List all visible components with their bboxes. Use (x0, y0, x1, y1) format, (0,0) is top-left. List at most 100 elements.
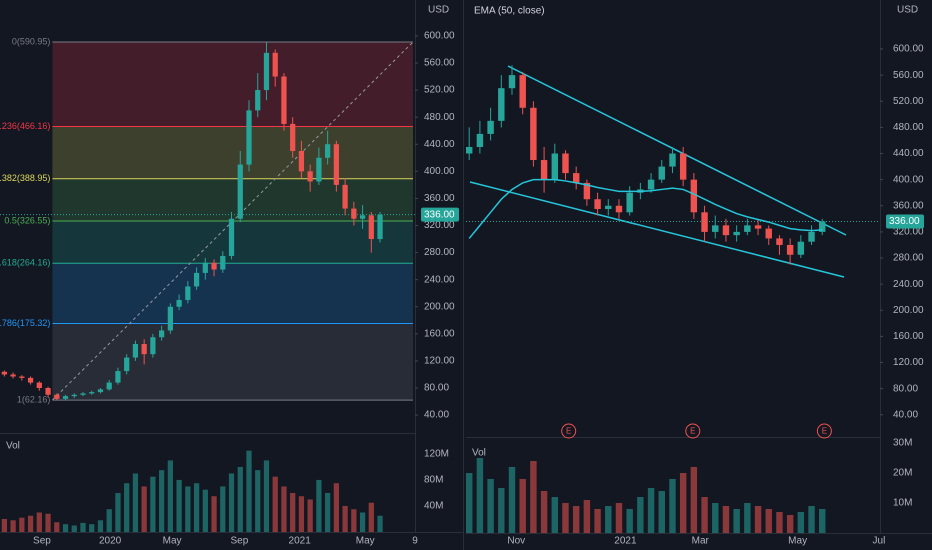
candle-body (36, 382, 42, 389)
legend-label: EMA (50, close) (474, 6, 545, 17)
volume-bar (246, 450, 252, 532)
candle-body (519, 75, 526, 108)
y-tick-label: 320.00 (893, 227, 924, 238)
y-tick-label: 440.00 (424, 139, 455, 150)
volume-bar (701, 497, 708, 533)
x-tick-label: Sep (230, 536, 248, 547)
volume-bar (211, 496, 217, 532)
volume-bar (71, 525, 77, 532)
candle-body (167, 306, 173, 331)
y-tick-label: 280.00 (424, 247, 455, 258)
candle-body (377, 214, 383, 240)
candle-body (193, 272, 200, 287)
price-tag (421, 207, 459, 222)
volume-bar (594, 509, 601, 533)
candle-body (712, 225, 719, 232)
candle-body (359, 215, 366, 219)
volume-bar (167, 460, 173, 532)
candle-body (722, 225, 730, 236)
y-tick-label: 360.00 (424, 193, 455, 204)
candle-body (298, 151, 305, 172)
y-tick-label: 520.00 (424, 85, 455, 96)
y-tick-label: 400.00 (424, 166, 455, 177)
candle-body (89, 392, 95, 394)
volume-bar (80, 522, 86, 532)
volume-bar (605, 506, 612, 533)
candle-body (605, 205, 612, 210)
volume-bar (765, 509, 772, 533)
y-tick-label: 240.00 (424, 274, 455, 285)
x-tick-label: 2021 (614, 536, 637, 547)
candle-body (690, 179, 698, 213)
candle-body (211, 262, 217, 270)
candle-body (27, 377, 34, 383)
event-label: E (690, 427, 695, 436)
x-tick-label: 2020 (99, 536, 122, 547)
candle-body (132, 344, 139, 358)
volume-bar (359, 512, 366, 532)
volume-tick-label: 30M (893, 438, 912, 449)
candle-body (124, 357, 130, 372)
volume-bar (808, 506, 815, 533)
y-tick-label: 200.00 (893, 305, 924, 316)
volume-bar (19, 517, 25, 532)
volume-bar (62, 524, 69, 532)
fib-label: 0.382(388.95) (0, 173, 50, 183)
candle-body (106, 382, 112, 390)
trend-line (507, 65, 847, 236)
volume-bar (540, 491, 548, 533)
candle-body (228, 218, 235, 256)
fib-label: 0.618(264.16) (0, 258, 50, 268)
candle-body (141, 344, 147, 355)
volume-bar (733, 509, 740, 533)
axis-unit: USD (428, 5, 449, 16)
volume-bar (333, 483, 339, 532)
volume-bar (1, 518, 7, 532)
y-tick-label: 360.00 (893, 200, 924, 211)
fib-label: 1(62.16) (17, 394, 51, 404)
trend-line (469, 181, 845, 278)
volume-bar (255, 470, 261, 532)
candle-body (368, 215, 374, 240)
y-tick-label: 40.00 (893, 409, 918, 420)
candle-body (45, 388, 51, 395)
volume-bar (498, 488, 505, 533)
volume-bar (572, 506, 580, 533)
volume-bar (583, 500, 591, 533)
volume-bar (819, 509, 826, 533)
volume-label: Vol (472, 448, 486, 459)
x-tick-label: Nov (507, 536, 525, 547)
volume-bar (307, 499, 313, 532)
y-tick-label: 40.00 (424, 410, 449, 421)
event-marker (561, 423, 577, 439)
candle-body (615, 205, 623, 213)
x-tick-label: 9 (412, 536, 418, 547)
volume-bar (97, 520, 104, 532)
event-label: E (822, 427, 827, 436)
candle-body (255, 90, 261, 111)
candle-body (290, 123, 296, 152)
candle-body (246, 110, 252, 165)
y-tick-label: 200.00 (424, 301, 455, 312)
volume-bar (27, 515, 34, 532)
volume-bar (115, 492, 121, 532)
volume-bar (272, 476, 278, 532)
event-marker (816, 423, 832, 439)
candle-body (71, 394, 77, 397)
candle-body (307, 171, 313, 182)
y-tick-label: 480.00 (893, 122, 924, 133)
candle-body (54, 394, 60, 399)
volume-bar (202, 489, 208, 532)
candle-body (316, 157, 322, 182)
volume-bar (150, 476, 156, 532)
candle-body (530, 107, 537, 161)
candle-body (797, 241, 805, 255)
fib-band (52, 263, 413, 324)
price-tag (886, 214, 924, 229)
volume-bar (377, 515, 383, 532)
volume-bar (176, 479, 182, 532)
volume-bar (45, 513, 51, 532)
candle-body (819, 221, 826, 232)
fib-band (52, 323, 413, 401)
